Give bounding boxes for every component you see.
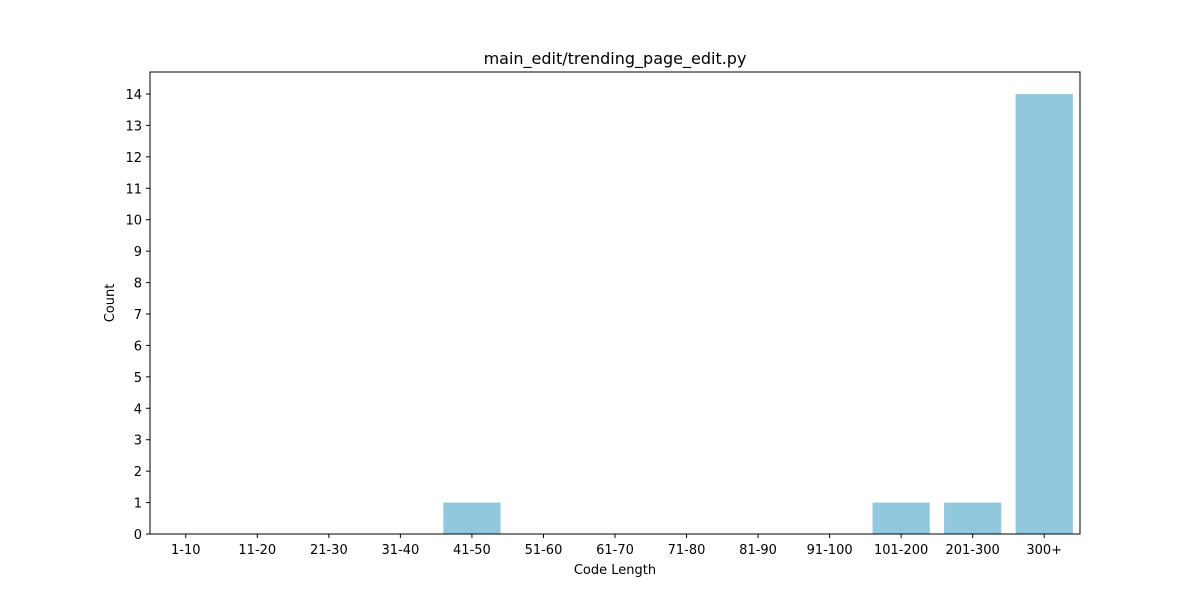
- x-tick-label: 300+: [1026, 543, 1062, 558]
- bar-300+: [1015, 94, 1073, 534]
- x-tick-label: 31-40: [381, 543, 419, 558]
- y-tick-label: 12: [125, 151, 142, 166]
- y-tick-label: 4: [134, 402, 142, 417]
- y-tick-label: 7: [134, 308, 142, 323]
- y-tick-label: 9: [134, 245, 142, 260]
- x-axis-ticks: 1-10 11-20 21-30 31-40 41-50 51-60 61-70 71-80 8…: [171, 534, 1062, 558]
- y-tick-label: 10: [125, 214, 142, 229]
- y-tick-label: 3: [134, 434, 142, 449]
- x-axis-label: Code Length: [574, 563, 656, 578]
- x-tick-label: 21-30: [310, 543, 348, 558]
- y-tick-label: 6: [134, 339, 142, 354]
- x-tick-label: 201-300: [946, 543, 1000, 558]
- y-tick-label: 0: [134, 528, 142, 543]
- y-tick-label: 1: [134, 497, 142, 512]
- y-axis-label: Count: [103, 284, 118, 323]
- y-tick-label: 14: [125, 88, 142, 103]
- y-tick-label: 5: [134, 371, 142, 386]
- bar-101-200: [872, 502, 930, 534]
- x-tick-label: 1-10: [171, 543, 201, 558]
- y-tick-label: 8: [134, 277, 142, 292]
- x-tick-label: 81-90: [739, 543, 777, 558]
- bar-201-300: [944, 502, 1002, 534]
- x-tick-label: 11-20: [238, 543, 276, 558]
- bar-41-50: [443, 502, 501, 534]
- x-tick-label: 41-50: [453, 543, 491, 558]
- y-tick-label: 13: [125, 119, 142, 134]
- x-tick-label: 91-100: [807, 543, 853, 558]
- plot-frame: [149, 71, 1081, 535]
- bars-group: [443, 94, 1073, 534]
- y-tick-label: 11: [125, 182, 142, 197]
- x-tick-label: 71-80: [668, 543, 706, 558]
- x-tick-label: 51-60: [525, 543, 563, 558]
- x-tick-label: 101-200: [874, 543, 928, 558]
- x-tick-label: 61-70: [596, 543, 634, 558]
- y-tick-label: 2: [134, 465, 142, 480]
- chart-title: main_edit/trending_page_edit.py: [484, 49, 747, 69]
